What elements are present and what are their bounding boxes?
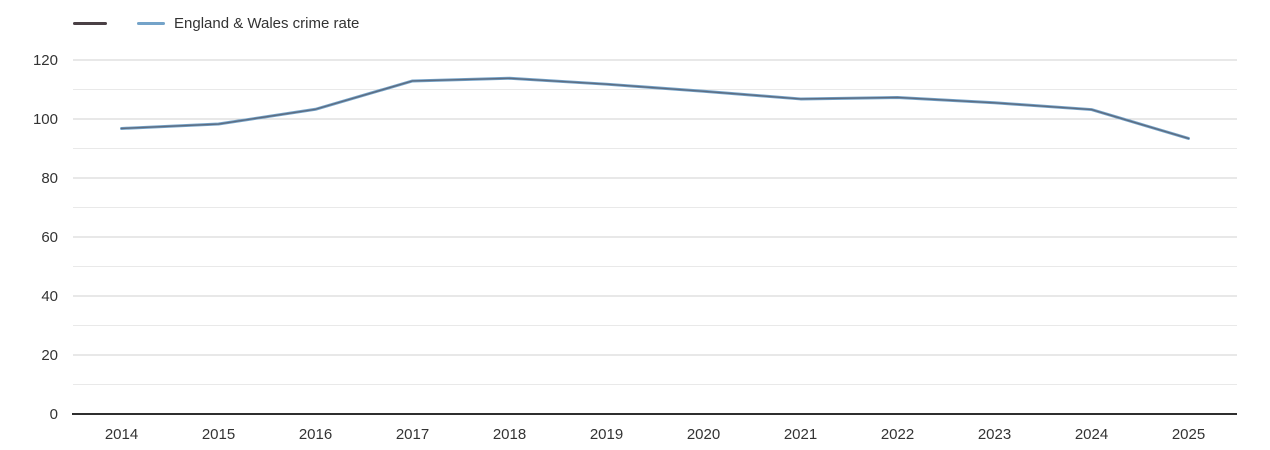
x-axis-tick-label: 2016	[299, 426, 332, 443]
x-axis-tick-label: 2022	[881, 426, 914, 443]
y-axis-tick-label: 80	[41, 170, 58, 187]
series-line-location	[120, 77, 1190, 140]
x-axis-tick-label: 2023	[978, 426, 1011, 443]
y-axis-tick-label: 40	[41, 288, 58, 305]
x-axis-tick-label: 2018	[493, 426, 526, 443]
y-axis-tick-label: 120	[33, 52, 58, 69]
legend-item-location[interactable]	[73, 22, 107, 25]
y-axis-tick-label: 20	[41, 347, 58, 364]
x-axis-tick-label: 2019	[590, 426, 623, 443]
legend-label-england-wales: England & Wales crime rate	[174, 15, 360, 32]
y-axis-tick-label: 100	[33, 111, 58, 128]
england-wales-series-swatch	[137, 22, 165, 25]
location-series-swatch	[73, 22, 107, 25]
legend: England & Wales crime rate	[73, 15, 359, 32]
y-axis-tick-label: 0	[50, 406, 58, 423]
x-axis-tick-label: 2024	[1075, 426, 1108, 443]
x-axis-tick-label: 2014	[105, 426, 138, 443]
x-axis-tick-label: 2020	[687, 426, 720, 443]
x-axis-tick-label: 2025	[1172, 426, 1205, 443]
y-axis-tick-label: 60	[41, 229, 58, 246]
x-axis-tick-label: 2015	[202, 426, 235, 443]
legend-item-england-wales[interactable]: England & Wales crime rate	[137, 15, 359, 32]
x-axis-tick-label: 2017	[396, 426, 429, 443]
x-axis-tick-label: 2021	[784, 426, 817, 443]
